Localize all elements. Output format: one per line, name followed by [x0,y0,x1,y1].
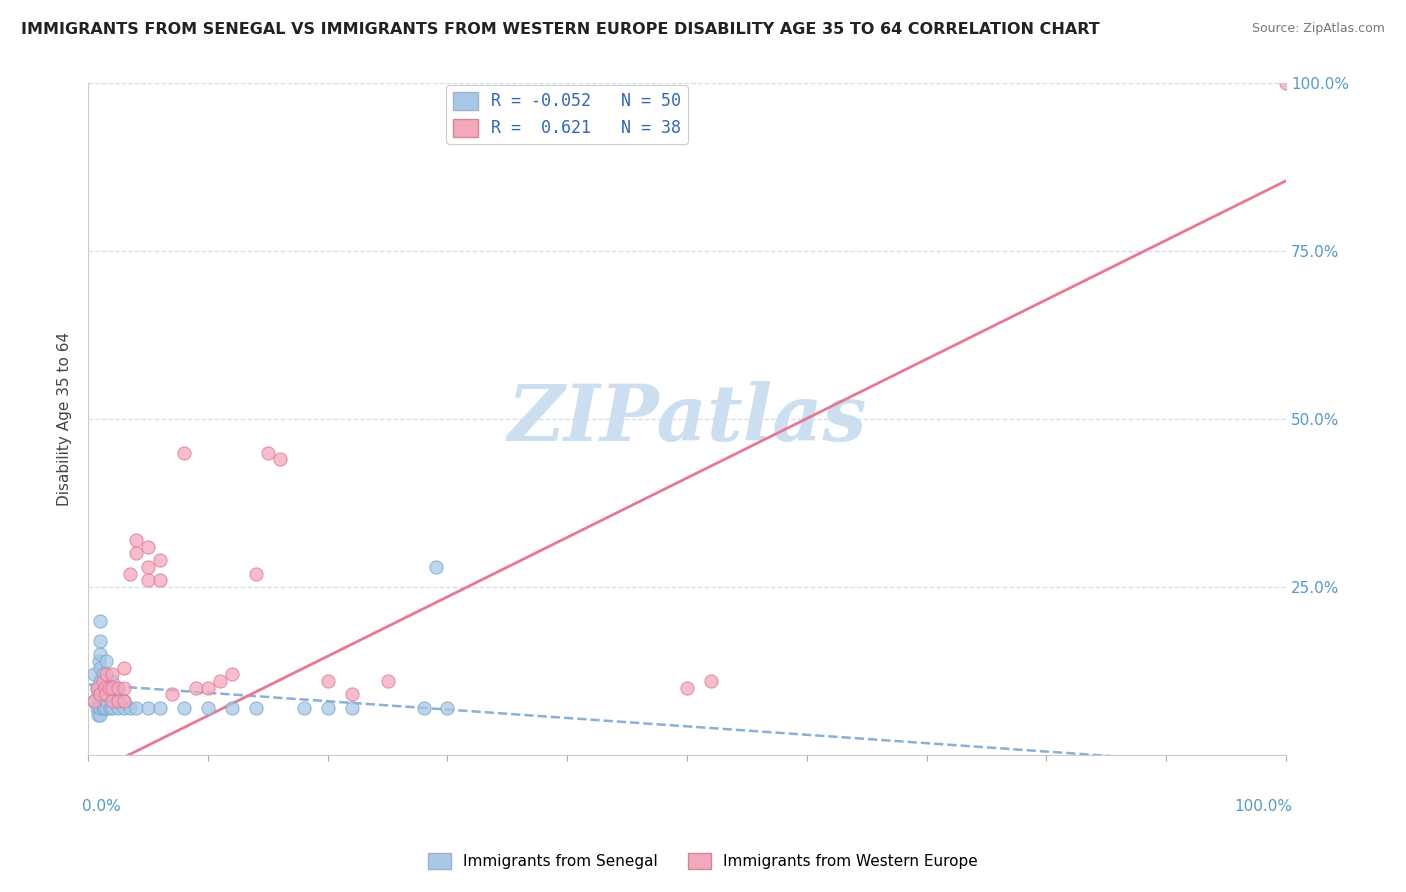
Point [89,688,111,702]
Point [91,674,114,689]
Point [93,688,115,702]
Text: 100.0%: 100.0% [1234,798,1292,814]
Point [89,688,111,702]
Point [377,674,399,689]
Point [136,560,159,574]
Point [292,701,315,715]
Point [94,667,117,681]
Point [107,681,129,695]
Point [89,701,111,715]
Point [101,674,124,689]
Point [94,674,117,689]
Text: ZIPatlas: ZIPatlas [508,381,866,458]
Y-axis label: Disability Age 35 to 64: Disability Age 35 to 64 [58,332,72,507]
Point [316,674,339,689]
Point [89,647,111,661]
Point [86,681,108,695]
Point [98,701,121,715]
Point [94,654,117,668]
Point [94,701,117,715]
Point [87,707,110,722]
Point [89,660,111,674]
Point [112,681,135,695]
Point [208,674,231,689]
Point [101,694,124,708]
Point [425,560,447,574]
Point [436,701,458,715]
Text: 0.0%: 0.0% [82,798,121,814]
Point [87,701,110,715]
Point [101,688,124,702]
Point [340,688,363,702]
Point [149,553,172,567]
Point [136,574,159,588]
Point [87,688,110,702]
Point [149,574,172,588]
Point [221,667,243,681]
Point [86,701,108,715]
Point [184,681,207,695]
Point [86,681,108,695]
Point [83,694,105,708]
Point [94,688,117,702]
Point [112,694,135,708]
Point [120,701,142,715]
Point [101,701,124,715]
Point [149,701,172,715]
Point [269,452,291,467]
Point [91,688,114,702]
Point [221,701,243,715]
Point [112,694,135,708]
Point [112,660,135,674]
Point [112,701,135,715]
Point [93,701,115,715]
Point [107,694,129,708]
Point [101,681,124,695]
Point [245,566,267,581]
Point [91,701,114,715]
Point [89,614,111,628]
Point [87,681,110,695]
Point [107,701,129,715]
Point [97,681,120,695]
Point [197,681,219,695]
Point [120,566,142,581]
Point [197,701,219,715]
Point [1275,77,1298,91]
Point [94,688,117,702]
Point [136,540,159,554]
Point [107,681,129,695]
Point [136,701,159,715]
Point [256,446,278,460]
Point [83,694,105,708]
Point [83,667,105,681]
Point [101,667,124,681]
Point [173,446,195,460]
Point [125,701,148,715]
Point [107,694,129,708]
Legend: R = -0.052   N = 50, R =  0.621   N = 38: R = -0.052 N = 50, R = 0.621 N = 38 [447,85,688,145]
Point [676,681,699,695]
Legend: Immigrants from Senegal, Immigrants from Western Europe: Immigrants from Senegal, Immigrants from… [422,847,984,875]
Point [89,707,111,722]
Point [125,546,148,560]
Point [89,633,111,648]
Point [173,701,195,715]
Point [160,688,183,702]
Point [89,674,111,689]
Text: Source: ZipAtlas.com: Source: ZipAtlas.com [1251,22,1385,36]
Point [412,701,434,715]
Text: IMMIGRANTS FROM SENEGAL VS IMMIGRANTS FROM WESTERN EUROPE DISABILITY AGE 35 TO 6: IMMIGRANTS FROM SENEGAL VS IMMIGRANTS FR… [21,22,1099,37]
Point [700,674,723,689]
Point [94,694,117,708]
Point [125,533,148,547]
Point [91,667,114,681]
Point [87,654,110,668]
Point [245,701,267,715]
Point [340,701,363,715]
Point [94,681,117,695]
Point [316,701,339,715]
